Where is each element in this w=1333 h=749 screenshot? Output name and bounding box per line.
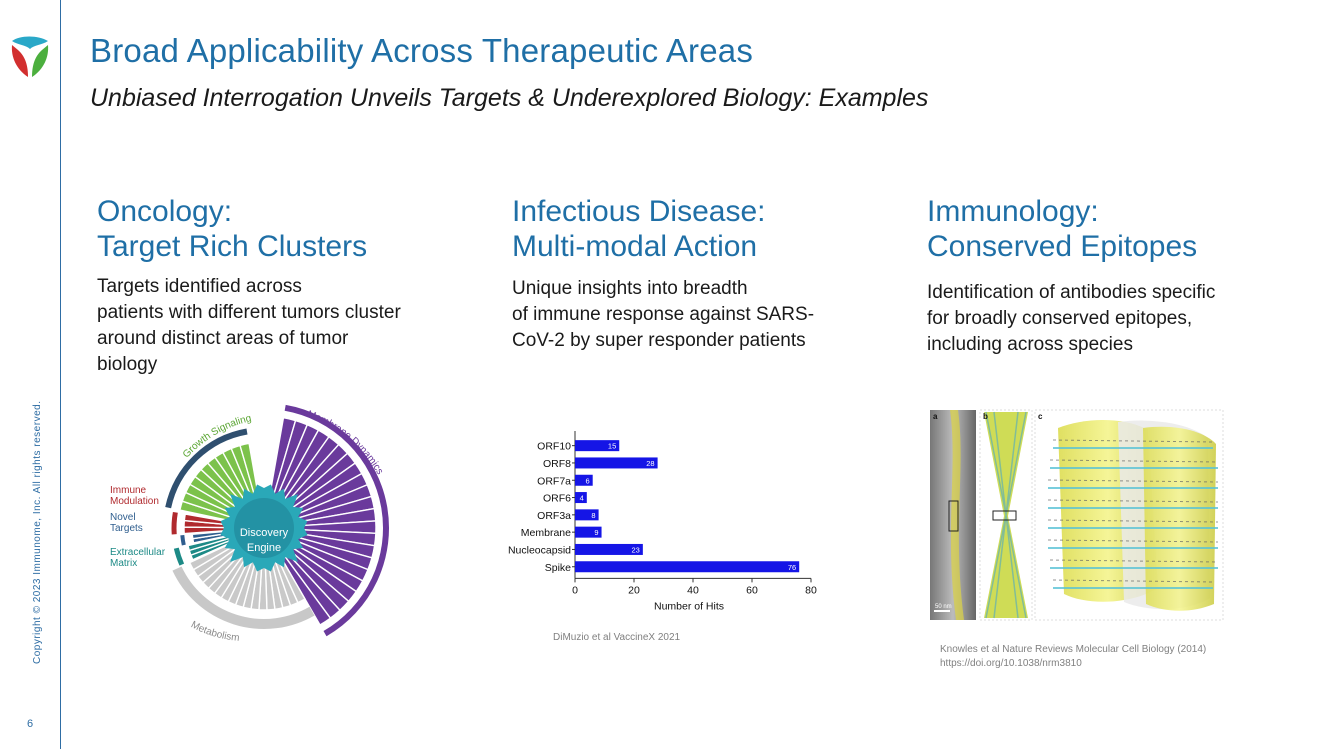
cluster-ring: [173, 547, 185, 566]
immunology-caption-line: https://doi.org/10.1038/nrm3810: [940, 658, 1082, 669]
amyloid-fibril-figure: 50 nm a b c: [930, 409, 1224, 621]
x-axis-label: Number of Hits: [654, 600, 724, 612]
cluster-ring: [172, 566, 315, 629]
scale-bar-label: 50 nm: [935, 604, 952, 610]
bar-value-label: 15: [608, 442, 616, 451]
bar-value-label: 8: [591, 511, 595, 520]
oncology-text-line: patients with different tumors cluster: [97, 302, 401, 323]
cluster-ring: [171, 511, 178, 535]
slide-title: Broad Applicability Across Therapeutic A…: [90, 32, 754, 69]
infectious-text-line: CoV-2 by super responder patients: [512, 330, 806, 351]
bar: [575, 440, 620, 452]
immunology-heading-line: Conserved Epitopes: [927, 230, 1198, 263]
slide-subtitle: Unbiased Interrogation Unveils Targets &…: [90, 84, 929, 112]
bar-value-label: 23: [632, 545, 640, 554]
infectious-description: Unique insights into breadth of immune r…: [512, 276, 814, 354]
oncology-cluster-figure: Growth Signaling Membrane Dynamics Metab…: [110, 404, 389, 644]
category-label: Spike: [545, 562, 571, 574]
oncology-heading-line: Target Rich Clusters: [97, 230, 368, 263]
immunology-text-line: including across species: [927, 334, 1133, 355]
immunology-text-line: for broadly conserved epitopes,: [927, 308, 1193, 329]
bar-value-label: 6: [586, 476, 590, 485]
immunology-text-line: Identification of antibodies specific: [927, 282, 1216, 303]
oncology-heading: Oncology: Target Rich Clusters: [97, 194, 367, 264]
bar: [575, 492, 587, 504]
page-number: 6: [27, 718, 34, 730]
novel-targets-label: Targets: [110, 523, 143, 534]
category-label: ORF6: [543, 493, 571, 505]
panel-c-label: c: [1038, 412, 1043, 421]
cluster-ring: [284, 404, 389, 637]
immunology-caption-line: Knowles et al Nature Reviews Molecular C…: [940, 644, 1207, 655]
company-logo: [11, 36, 49, 77]
oncology-description: Targets identified across patients with …: [97, 274, 401, 378]
extracellular-matrix-label: Matrix: [110, 558, 137, 569]
bar-value-label: 76: [788, 563, 796, 572]
panel-b: b: [979, 409, 1033, 621]
discovery-engine-label: Discovery: [240, 527, 289, 539]
panel-c: c: [1034, 409, 1224, 621]
oncology-text-line: biology: [97, 354, 158, 375]
bar-value-label: 28: [646, 459, 654, 468]
x-tick-label: 80: [805, 584, 817, 596]
novel-targets-label: Novel: [110, 512, 136, 523]
category-label: ORF8: [543, 458, 571, 470]
sars-cov2-hits-chart: ORF10 15 ORF8 28 ORF7a 6 ORF6 4 ORF3a 8 Membrane 9 N…: [508, 431, 817, 612]
infectious-heading-line: Multi-modal Action: [512, 230, 758, 263]
cluster-ring: [180, 534, 186, 546]
category-label: Membrane: [521, 527, 571, 539]
oncology-heading-line: Oncology:: [97, 195, 233, 228]
bar: [575, 474, 593, 486]
category-label: ORF7a: [537, 475, 571, 487]
bar: [575, 561, 800, 573]
discovery-engine-label: Engine: [247, 542, 281, 554]
infectious-heading-line: Infectious Disease:: [512, 195, 766, 228]
panel-a: 50 nm a: [930, 410, 976, 620]
cluster-ring: [165, 428, 248, 509]
x-tick-label: 40: [687, 584, 699, 596]
immunology-caption: Knowles et al Nature Reviews Molecular C…: [940, 643, 1206, 671]
x-tick-label: 20: [628, 584, 640, 596]
oncology-text-line: Targets identified across: [97, 276, 302, 297]
x-tick-label: 60: [746, 584, 758, 596]
panel-b-label: b: [983, 412, 988, 421]
sidebar-divider: [60, 0, 61, 749]
bar: [575, 509, 599, 521]
discovery-engine-core: [220, 484, 308, 572]
immunology-description: Identification of antibodies specific fo…: [927, 280, 1215, 358]
bar: [575, 543, 643, 555]
extracellular-matrix-label: Extracellular: [110, 547, 166, 558]
panel-a-label: a: [933, 412, 938, 421]
bar-value-label: 9: [594, 528, 598, 537]
discovery-engine-shade: [234, 498, 294, 558]
immune-modulation-label: Modulation: [110, 496, 159, 507]
category-label: ORF3a: [537, 510, 571, 522]
bar: [575, 526, 602, 538]
immune-modulation-label: Immune: [110, 485, 147, 496]
bar: [575, 457, 658, 469]
oncology-text-line: around distinct areas of tumor: [97, 328, 349, 349]
x-tick-label: 0: [572, 584, 578, 596]
infectious-text-line: of immune response against SARS-: [512, 304, 815, 325]
category-label: Nucleocapsid: [508, 544, 571, 556]
infectious-heading: Infectious Disease: Multi-modal Action: [512, 194, 765, 264]
copyright-notice: Copyright © 2023 Immunome, Inc. All righ…: [32, 400, 43, 664]
immunology-heading-line: Immunology:: [927, 195, 1099, 228]
infectious-text-line: Unique insights into breadth: [512, 278, 748, 299]
infectious-caption: DiMuzio et al VaccineX 2021: [553, 632, 681, 643]
category-label: ORF10: [537, 441, 571, 453]
bar-value-label: 4: [580, 494, 584, 503]
immunology-heading: Immunology: Conserved Epitopes: [927, 194, 1197, 264]
